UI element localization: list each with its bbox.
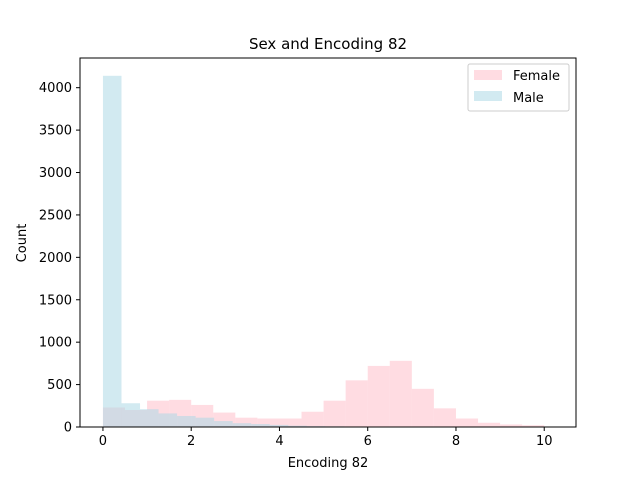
bar-female-17 [478, 422, 501, 427]
x-axis-label: Encoding 82 [288, 456, 369, 471]
x-tick-label: 6 [364, 434, 372, 449]
x-tick-label: 4 [275, 434, 283, 449]
bar-male-7 [232, 423, 252, 427]
legend: Female Male [467, 63, 570, 112]
bar-female-16 [455, 418, 479, 427]
bars-layer [102, 75, 567, 427]
x-tick-label: 0 [99, 434, 107, 449]
legend-label-male: Male [513, 91, 544, 106]
bar-male-0 [102, 75, 122, 427]
bar-female-14 [411, 388, 434, 427]
x-tick-label: 2 [187, 434, 195, 449]
bar-male-9 [269, 424, 289, 427]
bar-male-8 [251, 424, 270, 427]
bar-male-4 [177, 415, 196, 427]
legend-swatch-female [474, 70, 502, 80]
bar-female-19 [522, 425, 545, 427]
chart-title: Sex and Encoding 82 [249, 35, 407, 53]
bar-male-10 [288, 425, 307, 427]
x-axis-ticks: 0 2 4 6 8 10 [99, 427, 553, 449]
bar-female-12 [367, 365, 390, 427]
legend-swatch-male [474, 91, 502, 101]
y-tick-label: 2500 [39, 208, 72, 223]
bar-female-7 [257, 418, 280, 427]
bar-female-6 [235, 417, 258, 427]
y-tick-label: 500 [47, 378, 72, 393]
bar-female-15 [433, 408, 456, 427]
y-axis-ticks: 0 500 1000 1500 2000 2500 3000 3500 4000 [39, 81, 80, 436]
bar-female-13 [389, 360, 412, 427]
y-tick-label: 3000 [39, 166, 72, 181]
y-tick-label: 1500 [39, 293, 72, 308]
x-tick-label: 8 [452, 434, 460, 449]
y-tick-label: 2000 [39, 251, 72, 266]
y-tick-label: 0 [64, 421, 72, 436]
y-tick-label: 3500 [39, 124, 72, 139]
bar-male-2 [140, 409, 159, 427]
bar-female-8 [279, 418, 302, 427]
bar-female-10 [323, 400, 346, 427]
plot-frame [79, 57, 577, 428]
y-tick-label: 1000 [39, 336, 72, 351]
legend-label-female: Female [513, 69, 560, 84]
bar-male-5 [195, 417, 215, 427]
y-axis-label: Count [15, 224, 30, 263]
x-tick-label: 10 [536, 434, 553, 449]
bar-female-18 [500, 424, 523, 427]
y-tick-label: 4000 [39, 81, 72, 96]
bar-male-6 [214, 421, 233, 427]
bar-male-1 [121, 403, 141, 427]
bar-male-3 [158, 413, 178, 427]
bar-female-11 [345, 380, 368, 427]
bar-female-9 [301, 411, 324, 427]
